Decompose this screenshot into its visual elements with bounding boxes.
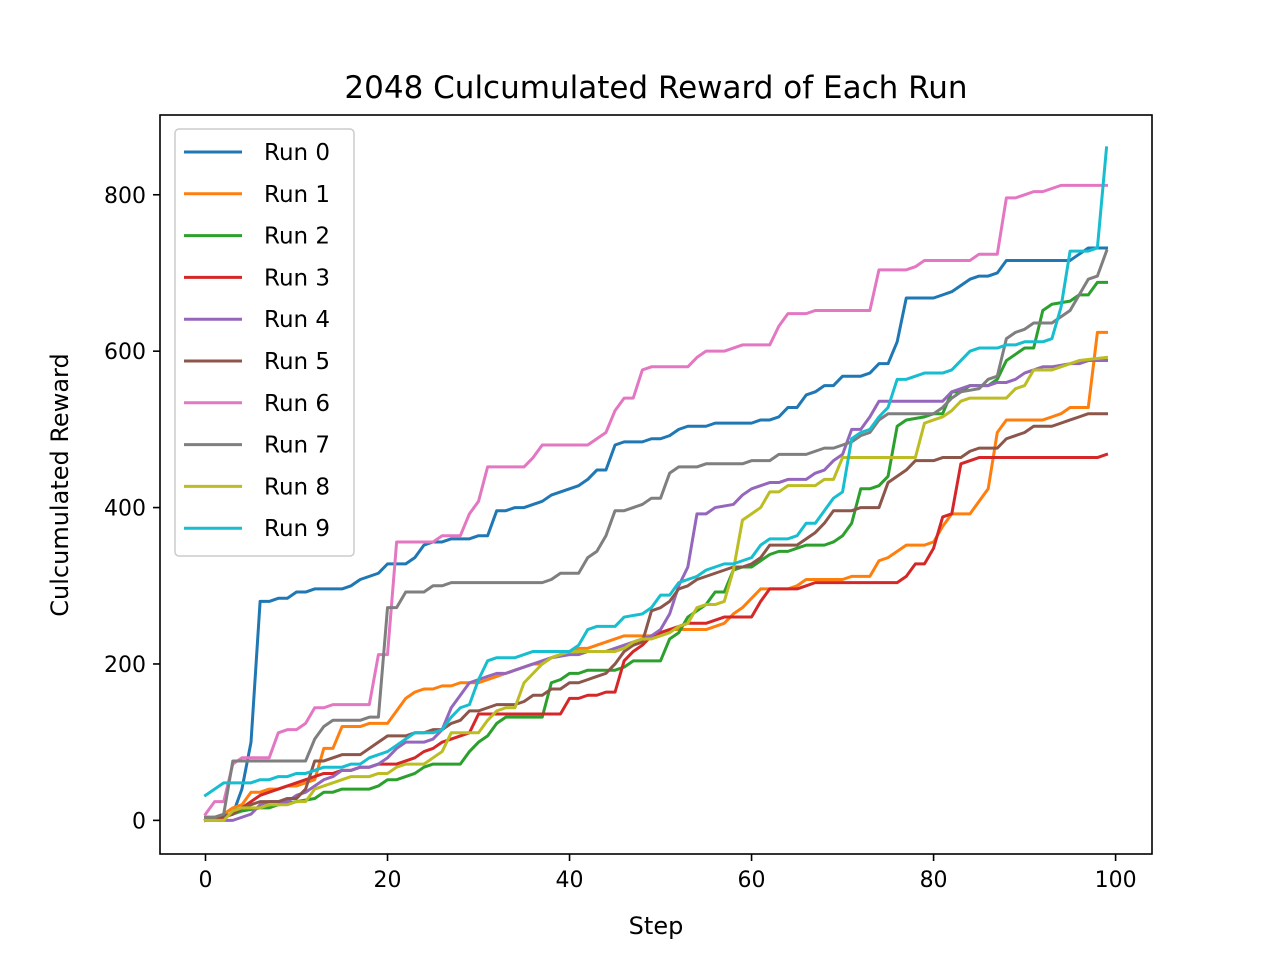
y-tick-label: 200 (104, 653, 146, 678)
y-axis: 0 200 400 600 800 (104, 184, 160, 834)
y-axis-label: Culcumulated Reward (46, 353, 74, 616)
x-tick-label: 60 (738, 868, 766, 893)
x-axis-label: Step (629, 912, 684, 940)
legend-label-run-8: Run 8 (264, 474, 330, 500)
legend-label-run-3: Run 3 (264, 265, 330, 291)
series-line-run-1 (203, 330, 1108, 823)
y-tick-label: 800 (104, 184, 146, 209)
x-tick-label: 20 (374, 868, 402, 893)
series-line-run-3 (203, 452, 1109, 823)
x-tick-label: 80 (920, 868, 948, 893)
x-axis: 0 20 40 60 80 100 (199, 854, 1137, 893)
series-line-run-0 (204, 246, 1108, 819)
x-tick-label: 40 (556, 868, 584, 893)
legend-label-run-5: Run 5 (264, 349, 330, 375)
legend-label-run-2: Run 2 (264, 224, 330, 250)
series-line-run-9 (203, 146, 1109, 798)
series-line-run-7 (204, 249, 1109, 819)
series-line-run-5 (203, 412, 1108, 823)
legend-label-run-4: Run 4 (264, 307, 330, 333)
legend-label-run-0: Run 0 (264, 140, 330, 166)
chart-title: 2048 Culcumulated Reward of Each Run (344, 70, 967, 106)
legend: Run 0 Run 1 Run 2 Run 3 Run 4 Run 5 Run 6 Run 7… (174, 128, 355, 557)
legend-label-run-6: Run 6 (264, 391, 330, 417)
x-tick-label: 100 (1095, 868, 1137, 893)
y-tick-label: 0 (132, 809, 146, 834)
x-tick-label: 0 (199, 868, 213, 893)
plot-frame (159, 114, 1153, 855)
y-tick-label: 600 (104, 340, 146, 365)
y-tick-label: 400 (104, 497, 146, 522)
legend-label-run-9: Run 9 (264, 516, 330, 542)
legend-label-run-7: Run 7 (264, 433, 330, 459)
series-line-run-6 (203, 183, 1108, 817)
series-line-run-8 (204, 355, 1109, 822)
legend-label-run-1: Run 1 (264, 182, 330, 208)
series-group (203, 146, 1109, 823)
